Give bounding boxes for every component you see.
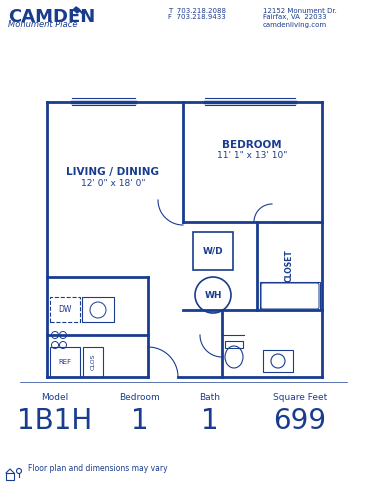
- Text: LIVING / DINING: LIVING / DINING: [66, 167, 160, 177]
- Text: 699: 699: [273, 407, 327, 435]
- Text: 1: 1: [201, 407, 219, 435]
- Text: 12' 0" x 18' 0": 12' 0" x 18' 0": [81, 178, 145, 188]
- Text: 11' 1" x 13' 10": 11' 1" x 13' 10": [217, 151, 287, 161]
- Text: 12152 Monument Dr.: 12152 Monument Dr.: [263, 8, 337, 14]
- Text: Bedroom: Bedroom: [120, 393, 160, 402]
- Text: CAMDEN: CAMDEN: [8, 8, 95, 26]
- Text: Bath: Bath: [200, 393, 221, 402]
- Bar: [263, 350, 293, 372]
- Text: CLOSET: CLOSET: [284, 249, 294, 282]
- Bar: [193, 232, 233, 270]
- Text: BEDROOM: BEDROOM: [222, 140, 282, 150]
- Polygon shape: [73, 7, 83, 14]
- Bar: [225, 341, 243, 348]
- Text: Model: Model: [41, 393, 69, 402]
- Text: Square Feet: Square Feet: [273, 393, 327, 402]
- Text: CLOS: CLOS: [91, 354, 95, 370]
- Text: REF: REF: [58, 359, 72, 365]
- Bar: [50, 347, 80, 377]
- Text: DW: DW: [58, 305, 72, 315]
- Bar: [83, 347, 103, 377]
- Text: T  703.218.2088: T 703.218.2088: [168, 8, 226, 14]
- Bar: [260, 282, 320, 310]
- Text: 1B1H: 1B1H: [17, 407, 92, 435]
- Text: Fairfax, VA  22033: Fairfax, VA 22033: [263, 14, 327, 20]
- Bar: [50, 297, 80, 322]
- Text: 1: 1: [131, 407, 149, 435]
- Text: Monument Place: Monument Place: [8, 20, 77, 29]
- Text: camdenliving.com: camdenliving.com: [263, 22, 327, 28]
- Text: Floor plan and dimensions may vary: Floor plan and dimensions may vary: [28, 464, 168, 473]
- Text: F  703.218.9433: F 703.218.9433: [168, 14, 226, 20]
- Text: WH: WH: [204, 291, 222, 299]
- Bar: [82, 297, 114, 322]
- Text: W/D: W/D: [203, 246, 223, 255]
